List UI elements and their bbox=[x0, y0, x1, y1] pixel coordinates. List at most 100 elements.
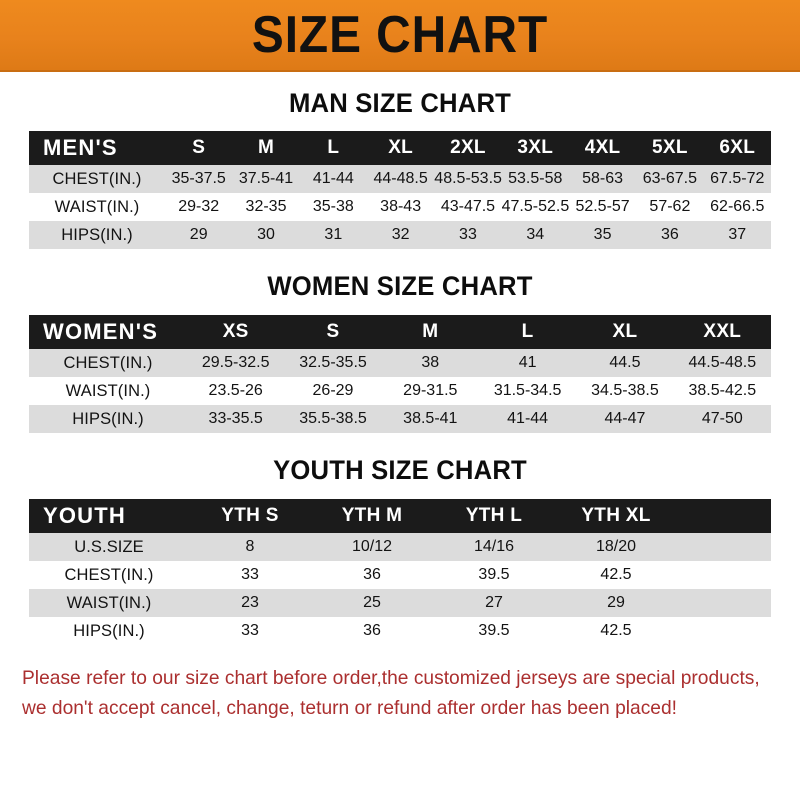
table-cell: 34 bbox=[501, 221, 569, 249]
table-cell: 35 bbox=[568, 221, 637, 249]
row-label: WAIST(IN.) bbox=[29, 377, 188, 405]
table-cell: 26-29 bbox=[284, 377, 382, 405]
footer-disclaimer: Please refer to our size chart before or… bbox=[0, 663, 800, 723]
man-col-header: 5XL bbox=[652, 137, 688, 158]
women-col-header: M bbox=[422, 321, 439, 342]
youth-table-header: YOUTH YTH S YTH M YTH L YTH XL bbox=[29, 499, 771, 533]
table-row: CHEST(IN.) 33 36 39.5 42.5 bbox=[29, 561, 771, 589]
table-cell: 39.5 bbox=[433, 561, 555, 589]
man-table-header: MEN'S S M L XL 2XL 3XL 4XL 5XL 6XL bbox=[29, 131, 771, 165]
table-cell: 27 bbox=[433, 589, 555, 617]
row-label: HIPS(IN.) bbox=[29, 405, 188, 433]
table-cell: 44-47 bbox=[576, 405, 674, 433]
women-table-header: WOMEN'S XS S M L XL XXL bbox=[29, 315, 771, 349]
table-cell: 57-62 bbox=[636, 193, 704, 221]
youth-col-header: YTH L bbox=[465, 505, 523, 526]
table-cell: 25 bbox=[311, 589, 433, 617]
man-corner-label: MEN'S bbox=[43, 135, 118, 160]
man-col-header: 2XL bbox=[450, 137, 486, 158]
man-size-table-wrap: MEN'S S M L XL 2XL 3XL 4XL 5XL 6XL CHEST… bbox=[29, 131, 771, 249]
table-cell: 29 bbox=[555, 589, 677, 617]
table-cell: 52.5-57 bbox=[568, 193, 637, 221]
table-cell: 35.5-38.5 bbox=[284, 405, 382, 433]
women-section-title: WOMEN SIZE CHART bbox=[267, 271, 533, 301]
table-cell: 42.5 bbox=[555, 561, 677, 589]
man-col-header: 6XL bbox=[719, 137, 756, 158]
table-header-row: MEN'S S M L XL 2XL 3XL 4XL 5XL 6XL bbox=[29, 131, 771, 165]
women-corner-label: WOMEN'S bbox=[43, 319, 159, 344]
table-cell: 18/20 bbox=[555, 533, 677, 561]
table-cell: 41 bbox=[478, 349, 577, 377]
table-cell-spacer bbox=[677, 589, 771, 617]
man-section-title: MAN SIZE CHART bbox=[288, 88, 512, 118]
table-cell-spacer bbox=[677, 617, 771, 645]
row-label: CHEST(IN.) bbox=[29, 165, 166, 193]
row-label: U.S.SIZE bbox=[29, 533, 189, 561]
youth-size-table: YOUTH YTH S YTH M YTH L YTH XL U.S.SIZE … bbox=[29, 499, 771, 645]
table-cell: 44-48.5 bbox=[366, 165, 435, 193]
row-label: WAIST(IN.) bbox=[29, 589, 189, 617]
table-cell: 36 bbox=[311, 617, 433, 645]
man-col-header: S bbox=[192, 137, 206, 158]
table-cell: 14/16 bbox=[433, 533, 555, 561]
row-label: HIPS(IN.) bbox=[29, 221, 166, 249]
table-row: HIPS(IN.) 33-35.5 35.5-38.5 38.5-41 41-4… bbox=[29, 405, 771, 433]
table-cell: 31.5-34.5 bbox=[478, 377, 577, 405]
row-label: CHEST(IN.) bbox=[29, 561, 189, 589]
table-row: WAIST(IN.) 23 25 27 29 bbox=[29, 589, 771, 617]
table-cell: 38.5-41 bbox=[381, 405, 479, 433]
table-cell: 32 bbox=[366, 221, 435, 249]
women-size-table: WOMEN'S XS S M L XL XXL CHEST(IN.) 29.5-… bbox=[29, 315, 771, 433]
table-cell: 31 bbox=[299, 221, 367, 249]
youth-col-header: YTH XL bbox=[581, 505, 651, 526]
man-col-header: XL bbox=[388, 137, 414, 158]
footer-line-1: Please refer to our size chart before or… bbox=[22, 667, 760, 689]
women-col-header: L bbox=[521, 321, 534, 342]
table-cell: 38 bbox=[381, 349, 479, 377]
table-cell: 34.5-38.5 bbox=[576, 377, 674, 405]
table-cell: 47-50 bbox=[673, 405, 771, 433]
table-row: HIPS(IN.) 29 30 31 32 33 34 35 36 37 bbox=[29, 221, 771, 249]
table-cell: 33 bbox=[189, 561, 311, 589]
table-cell: 53.5-58 bbox=[501, 165, 569, 193]
man-size-table: MEN'S S M L XL 2XL 3XL 4XL 5XL 6XL CHEST… bbox=[29, 131, 771, 249]
table-cell-spacer bbox=[677, 561, 771, 589]
table-cell: 8 bbox=[189, 533, 311, 561]
table-cell: 29-31.5 bbox=[381, 377, 479, 405]
table-row: WAIST(IN.) 29-32 32-35 35-38 38-43 43-47… bbox=[29, 193, 771, 221]
table-cell: 35-38 bbox=[299, 193, 367, 221]
page-title: SIZE CHART bbox=[251, 6, 549, 64]
table-cell: 23.5-26 bbox=[187, 377, 285, 405]
women-size-table-wrap: WOMEN'S XS S M L XL XXL CHEST(IN.) 29.5-… bbox=[29, 315, 771, 433]
women-table-body: CHEST(IN.) 29.5-32.5 32.5-35.5 38 41 44.… bbox=[29, 349, 771, 433]
table-cell: 44.5 bbox=[576, 349, 674, 377]
page-banner: SIZE CHART bbox=[0, 0, 800, 72]
women-col-header: S bbox=[326, 321, 340, 342]
table-cell: 37 bbox=[703, 221, 771, 249]
table-cell: 10/12 bbox=[311, 533, 433, 561]
table-cell: 37.5-41 bbox=[232, 165, 300, 193]
table-cell: 39.5 bbox=[433, 617, 555, 645]
women-col-header: XXL bbox=[703, 321, 742, 342]
row-label: HIPS(IN.) bbox=[29, 617, 189, 645]
table-cell: 36 bbox=[636, 221, 704, 249]
table-header-row: WOMEN'S XS S M L XL XXL bbox=[29, 315, 771, 349]
table-cell: 36 bbox=[311, 561, 433, 589]
table-cell: 41-44 bbox=[478, 405, 577, 433]
table-cell: 48.5-53.5 bbox=[434, 165, 502, 193]
table-cell: 23 bbox=[189, 589, 311, 617]
table-row: CHEST(IN.) 29.5-32.5 32.5-35.5 38 41 44.… bbox=[29, 349, 771, 377]
youth-section-title: YOUTH SIZE CHART bbox=[273, 455, 527, 485]
table-cell: 44.5-48.5 bbox=[673, 349, 771, 377]
table-row: U.S.SIZE 8 10/12 14/16 18/20 bbox=[29, 533, 771, 561]
women-col-header: XL bbox=[612, 321, 638, 342]
footer-line-2: we don't accept cancel, change, teturn o… bbox=[22, 697, 678, 720]
table-cell: 29 bbox=[165, 221, 233, 249]
table-cell: 29-32 bbox=[165, 193, 233, 221]
table-cell: 33 bbox=[189, 617, 311, 645]
man-table-body: CHEST(IN.) 35-37.5 37.5-41 41-44 44-48.5… bbox=[29, 165, 771, 249]
table-cell: 35-37.5 bbox=[165, 165, 233, 193]
table-cell: 63-67.5 bbox=[636, 165, 704, 193]
youth-size-table-wrap: YOUTH YTH S YTH M YTH L YTH XL U.S.SIZE … bbox=[29, 499, 771, 645]
table-cell: 67.5-72 bbox=[703, 165, 771, 193]
